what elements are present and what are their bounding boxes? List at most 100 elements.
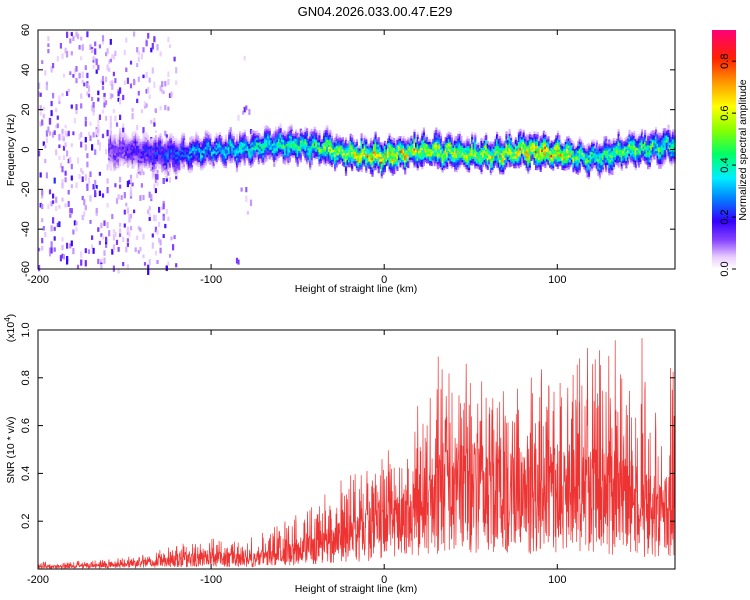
spectrogram-cell (577, 145, 580, 149)
spectrogram-cell (553, 153, 556, 157)
spectrogram-cell (109, 137, 112, 141)
spectrogram-cell (468, 138, 471, 142)
spectrogram-cell (606, 143, 609, 146)
spectrogram-cell (387, 159, 390, 163)
spectrogram-cell (190, 157, 193, 161)
spectrogram-cell (404, 152, 407, 156)
spectrogram-cell (162, 203, 165, 210)
spectrogram-cell (201, 159, 204, 163)
spectrogram-cell (164, 148, 167, 151)
spectrogram-cell (514, 153, 517, 157)
spectrogram-cell (355, 139, 358, 142)
spectrogram-cell (131, 134, 134, 138)
spectrogram-cell (488, 154, 491, 158)
spectrogram-cell (316, 142, 320, 145)
spectrogram-cell (372, 151, 376, 154)
spectrogram-cell (232, 145, 235, 148)
spectrogram-cell (513, 163, 516, 166)
spectrogram-cell (239, 164, 242, 168)
spectrogram-cell (119, 135, 122, 138)
spectrogram-cell (508, 162, 511, 165)
spectrogram-cell (265, 153, 268, 157)
spectrogram-cell (561, 145, 564, 149)
spectrogram-cell (81, 71, 84, 78)
spectrogram-cell (513, 149, 516, 152)
spectrogram-cell (485, 132, 488, 136)
spectrogram-cell (306, 156, 309, 160)
spectrogram-cell (460, 162, 463, 165)
spectrogram-cell (232, 135, 235, 139)
spectrogram-cell (413, 162, 416, 166)
spectrogram-cell (84, 260, 87, 267)
spectrogram-cell (606, 150, 609, 153)
spectrogram-cell (580, 156, 583, 159)
spectrogram-cell (626, 150, 630, 153)
spectrogram-cell (134, 153, 137, 156)
spectrogram-cell (260, 158, 263, 161)
spectrogram-cell (204, 146, 207, 150)
spectrogram-cell (581, 142, 584, 146)
spectrogram-cell (133, 150, 136, 154)
spectrogram-cell (44, 144, 47, 149)
spectrogram-cell (148, 165, 151, 168)
spectrogram-cell (519, 164, 522, 168)
spectrogram-cell (136, 138, 139, 142)
spectrogram-cell (248, 148, 251, 151)
spectrogram-cell (410, 154, 413, 158)
spectrogram-cell (535, 158, 538, 161)
spectrogram-cell (154, 214, 157, 222)
spectrogram-cell (620, 144, 623, 148)
spectrogram-cell (468, 165, 471, 168)
spectrogram-cell (425, 155, 429, 159)
spectrogram-cell (633, 149, 636, 153)
spectrogram-cell (567, 138, 570, 141)
spectrogram-cell (48, 189, 52, 195)
spectrogram-cell (210, 146, 214, 150)
spectrogram-cell (472, 158, 475, 162)
spectrogram-cell (458, 150, 461, 154)
spectrogram-cell (439, 152, 443, 156)
spectrogram-cell (288, 140, 291, 143)
spectrogram-cell (170, 142, 173, 146)
spectrogram-cell (418, 148, 421, 152)
spectrogram-cell (391, 163, 394, 167)
spectrogram-cell (536, 155, 539, 159)
spectrogram-cell (209, 157, 212, 161)
spectrogram-cell (154, 226, 157, 233)
spectrogram-cell (355, 158, 358, 161)
spectrogram-cell (229, 136, 232, 140)
spectrogram-cell (556, 166, 559, 169)
spectrogram-cell (424, 150, 427, 153)
spectrogram-cell (158, 163, 161, 167)
spectrogram-cell (151, 169, 154, 172)
spectrogram-cell (260, 150, 263, 154)
spectrogram-cell (173, 143, 176, 146)
spectrogram-cell (348, 140, 351, 144)
spectrogram-cell (172, 150, 175, 153)
spectrogram-cell (267, 155, 270, 158)
spectrogram-cell (265, 144, 268, 147)
spectrogram-cell (175, 166, 178, 169)
spectrogram-cell (567, 152, 570, 156)
spectrogram-cell (224, 163, 228, 166)
spectrogram-cell (151, 242, 154, 249)
spectrogram-cell (365, 165, 368, 169)
spectrogram-cell (329, 136, 332, 140)
spectrogram-cell (329, 144, 332, 147)
spectrogram-cell (631, 158, 634, 162)
spectrogram-cell (446, 142, 449, 146)
spectrogram-cell (468, 153, 471, 156)
spectrogram-cell (556, 142, 559, 146)
spectrogram-cell (242, 110, 245, 115)
spectrogram-cell (502, 167, 505, 170)
spectrogram-cell (196, 145, 200, 148)
spectrogram-cell (162, 156, 165, 160)
spectrogram-cell (56, 56, 59, 62)
spectrogram-cell (444, 146, 447, 150)
spectrogram-cell (525, 163, 528, 166)
spectrogram-cell (295, 143, 298, 146)
spectrogram-cell (193, 151, 196, 155)
spectrogram-cell (600, 155, 603, 159)
spectrogram-cell (164, 81, 167, 87)
